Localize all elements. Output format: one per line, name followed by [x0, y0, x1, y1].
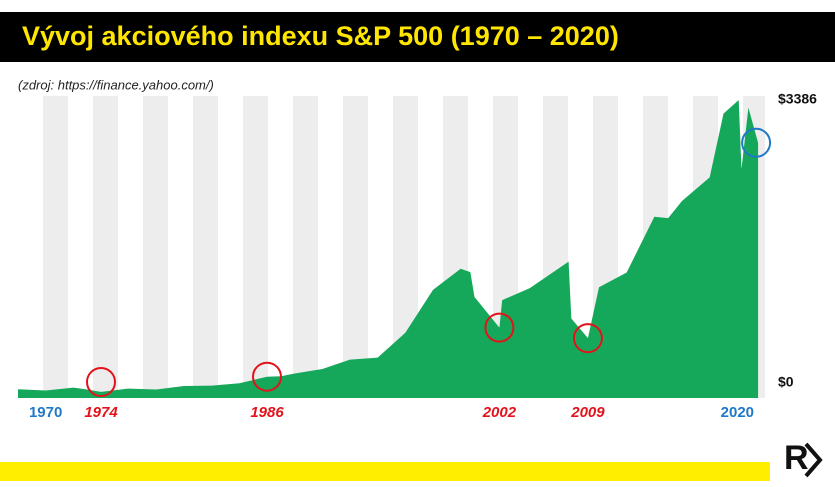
highlight-circle: [741, 127, 772, 158]
subtitle: (zdroj: https://finance.yahoo.com/): [18, 77, 214, 92]
logo: R: [784, 439, 809, 477]
title-bar: [0, 12, 835, 62]
annotation-label: 1974: [84, 404, 118, 421]
x-tick-label: 1970: [29, 404, 62, 421]
annotation-label: 2009: [570, 404, 605, 421]
annotation-circle: [86, 367, 116, 397]
y-tick-label: $0: [778, 374, 794, 390]
footer-bar: [0, 462, 770, 481]
area: [18, 100, 759, 398]
y-tick-label: $3386: [778, 91, 817, 107]
logo-mark: [804, 442, 823, 478]
annotation-label: 1986: [250, 404, 284, 421]
annotation-circle: [572, 323, 603, 354]
chart-title: Vývoj akciového indexu S&P 500 (1970 – 2…: [22, 21, 619, 51]
annotation-circle: [484, 312, 515, 343]
annotation-circle: [252, 361, 282, 392]
x-tick-label: 2020: [721, 404, 754, 421]
annotation-label: 2002: [482, 404, 517, 421]
